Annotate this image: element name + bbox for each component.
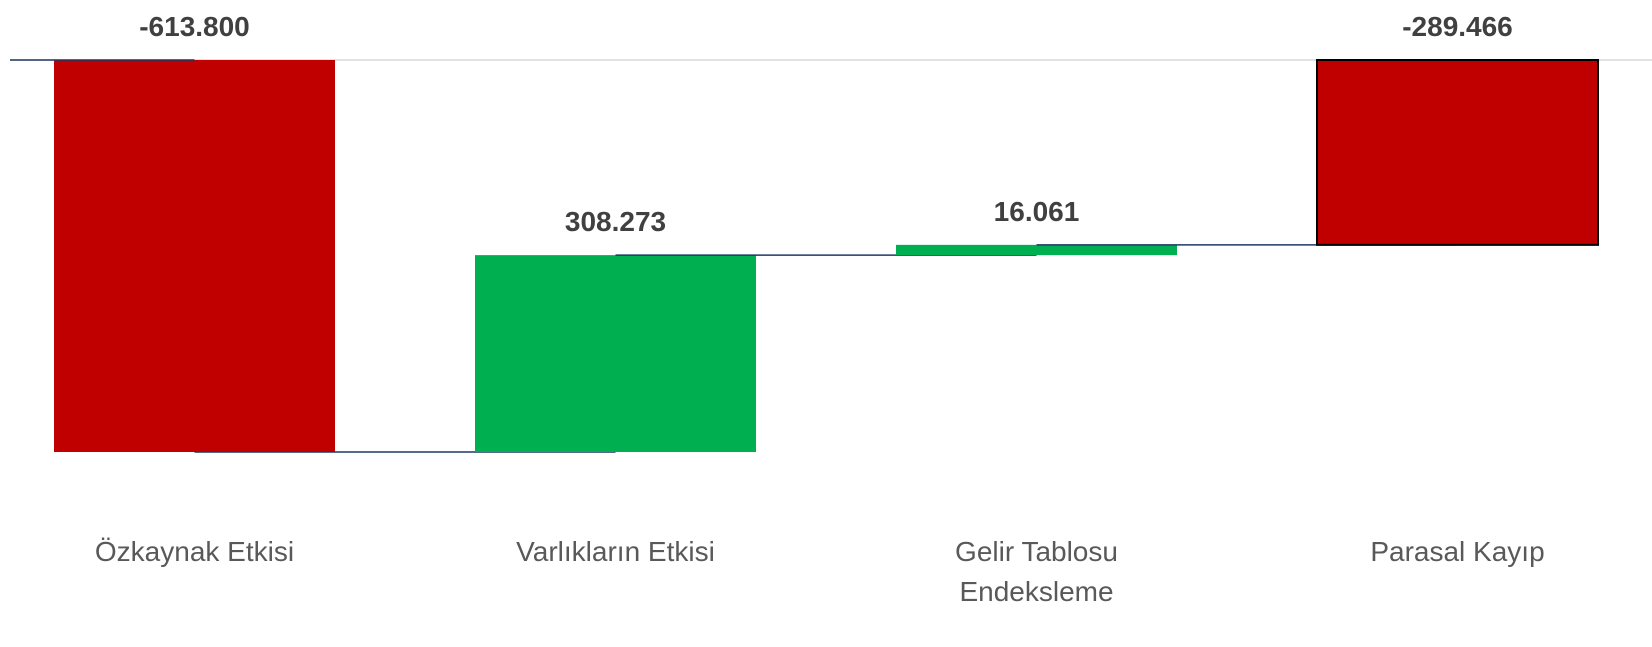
bar bbox=[54, 60, 335, 452]
data-label: -289.466 bbox=[1402, 11, 1513, 42]
x-tick-label: Gelir Tablosu Endeksleme bbox=[955, 536, 1118, 607]
data-label: 16.061 bbox=[994, 196, 1080, 227]
bar bbox=[896, 244, 1177, 256]
x-tick-label: Özkaynak Etkisi bbox=[94, 536, 295, 567]
x-tick-label: Parasal Kayıp bbox=[1370, 536, 1545, 567]
data-label: -613.800 bbox=[139, 11, 250, 42]
bar bbox=[1316, 59, 1599, 246]
data-label: 308.273 bbox=[565, 206, 666, 237]
bar bbox=[475, 255, 756, 452]
x-tick-label: Varlıkların Etkisi bbox=[516, 536, 715, 567]
